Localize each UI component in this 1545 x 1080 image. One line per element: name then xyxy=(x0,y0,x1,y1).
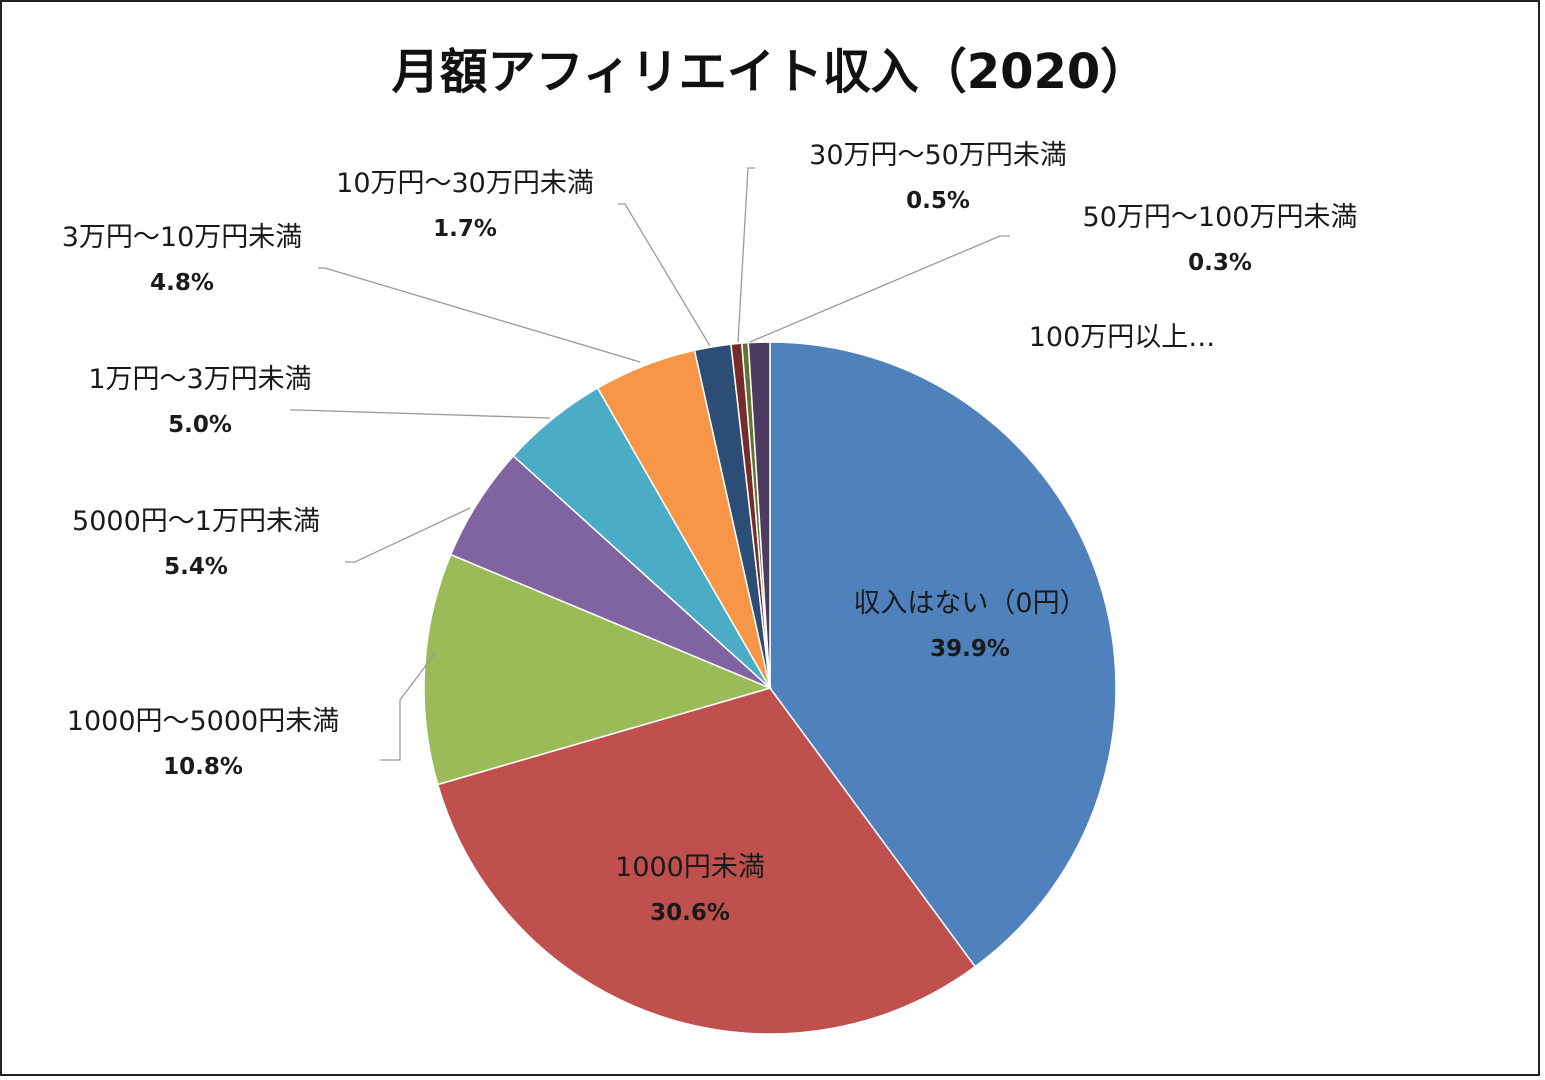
leader-line-6 xyxy=(618,203,711,347)
slice-labels: 収入はない（0円） 39.9% 1000円未満 30.6% 1000円～5000円未満 1… xyxy=(62,140,1358,926)
leader-line-5 xyxy=(318,267,641,363)
leader-line-2 xyxy=(380,651,437,761)
slice-label-1: 1000円未満 xyxy=(615,852,765,883)
slice-label-4: 1万円～3万円未満 xyxy=(88,364,311,395)
slice-percent-7: 0.5% xyxy=(906,188,970,214)
slice-percent-8: 0.3% xyxy=(1188,250,1252,276)
pie-slice-0 xyxy=(769,341,1117,968)
pie-slice-2 xyxy=(423,553,773,786)
slice-label-9: 100万円以上… xyxy=(1029,322,1216,353)
slice-percent-6: 1.7% xyxy=(433,216,497,242)
slice-label-3: 5000円～1万円未満 xyxy=(72,506,320,537)
slice-label-6: 10万円～30万円未満 xyxy=(336,168,594,199)
slice-label-7: 30万円～50万円未満 xyxy=(809,140,1067,171)
slice-percent-2: 10.8% xyxy=(163,754,243,780)
slice-percent-5: 4.8% xyxy=(150,270,214,296)
leader-lines xyxy=(290,167,1010,761)
leader-line-8 xyxy=(749,235,1010,343)
leader-line-4 xyxy=(290,409,551,419)
slice-label-2: 1000円～5000円未満 xyxy=(67,706,339,737)
chart-title: 月額アフィリエイト収入（2020） xyxy=(392,44,1149,100)
slice-percent-1: 30.6% xyxy=(650,900,730,926)
slice-label-5: 3万円～10万円未満 xyxy=(62,222,303,253)
slice-label-0: 収入はない（0円） xyxy=(853,588,1086,619)
leader-line-7 xyxy=(737,167,755,343)
slice-label-8: 50万円～100万円未満 xyxy=(1083,202,1358,233)
pie-slice-1 xyxy=(436,687,977,1035)
slice-percent-0: 39.9% xyxy=(930,636,1010,662)
slice-percent-4: 5.0% xyxy=(168,412,232,438)
slice-percent-3: 5.4% xyxy=(164,554,228,580)
pie-slices xyxy=(423,341,1117,1035)
pie-slice-9 xyxy=(747,341,771,689)
leader-line-3 xyxy=(345,507,471,563)
